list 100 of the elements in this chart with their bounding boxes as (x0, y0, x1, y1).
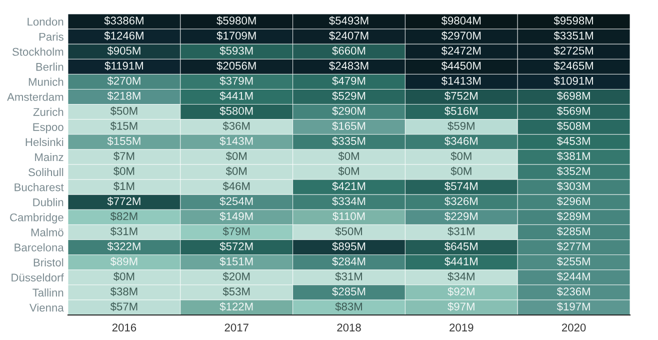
data-label: $270M (107, 76, 140, 86)
data-label: $574M (444, 182, 478, 191)
data-label: $2483M (329, 61, 368, 70)
y-tick-label: Munich (28, 78, 64, 86)
data-label: $0M (450, 152, 472, 161)
data-label: $34M (448, 272, 474, 282)
y-tick-label: London (28, 18, 64, 26)
data-label: $479M (332, 76, 366, 86)
y-tick-label: Dublin (33, 198, 64, 206)
data-label: $79M (222, 226, 250, 236)
y-tick-label: Zurich (33, 108, 64, 116)
data-label: $645M (444, 242, 478, 251)
data-label: $9804M (441, 16, 481, 26)
data-label: $31M (335, 272, 362, 282)
data-label: $453M (556, 136, 590, 146)
y-tick-label: Solihull (28, 168, 64, 176)
data-label: $165M (332, 122, 366, 131)
data-label: $303M (556, 182, 590, 191)
data-label: $59M (448, 122, 474, 131)
data-label: $441M (444, 256, 478, 266)
data-label: $2970M (441, 31, 481, 40)
data-label: $569M (556, 106, 590, 116)
y-tick-label: Helsinki (26, 138, 64, 146)
data-label: $3351M (554, 31, 593, 40)
y-tick-label: Malmö (31, 228, 64, 236)
data-label: $2056M (216, 61, 256, 70)
data-label: $0M (226, 152, 246, 161)
data-label: $0M (338, 166, 359, 176)
x-tick-label: 2017 (224, 324, 248, 332)
data-label: $284M (332, 256, 366, 266)
data-label: $698M (556, 91, 590, 100)
data-label: $20M (222, 272, 250, 282)
data-label: $580M (220, 106, 253, 116)
data-label: $0M (450, 166, 472, 176)
y-tick-label: Bristol (34, 258, 64, 266)
x-tick-label: 2020 (562, 324, 586, 332)
x-tick-label: 2019 (450, 324, 474, 332)
data-label: $236M (556, 287, 590, 296)
data-label: $36M (222, 122, 250, 131)
y-tick-label: Espoo (33, 123, 64, 134)
data-label: $2472M (441, 46, 481, 56)
y-tick-label: Tallinn (32, 288, 64, 297)
data-label: $285M (332, 287, 366, 296)
data-label: $97M (448, 302, 474, 312)
data-label: $326M (444, 196, 478, 206)
data-label: $905M (107, 46, 140, 56)
data-label: $334M (332, 196, 366, 206)
data-label: $155M (107, 136, 140, 146)
data-label: $2465M (554, 61, 593, 70)
data-label: $296M (556, 196, 590, 206)
data-label: $82M (110, 212, 138, 221)
data-label: $508M (556, 122, 590, 131)
data-label: $7M (114, 152, 134, 161)
y-tick-label: Bucharest (14, 183, 64, 192)
data-label: $572M (220, 242, 253, 251)
data-label: $379M (220, 76, 253, 86)
data-label: $421M (332, 182, 366, 191)
data-label: $322M (107, 242, 140, 251)
data-label: $1709M (216, 31, 256, 40)
data-label: $1091M (554, 76, 593, 86)
data-label: $244M (556, 272, 590, 282)
data-label: $83M (335, 302, 362, 312)
x-tick-label: 2018 (337, 324, 361, 332)
data-label: $3386M (104, 16, 144, 26)
data-label: $1191M (104, 61, 143, 70)
data-label: $38M (110, 287, 138, 296)
data-label: $346M (444, 136, 478, 146)
data-label: $197M (556, 302, 590, 312)
y-tick-label: Vienna (29, 303, 64, 312)
data-label: $895M (332, 242, 366, 251)
y-tick-label: Düsseldorf (12, 273, 64, 282)
data-label: $660M (332, 46, 366, 56)
data-label: $50M (335, 226, 362, 236)
data-label: $0M (114, 166, 134, 176)
data-label: $352M (556, 166, 590, 176)
data-label: $89M (110, 256, 138, 266)
data-label: $772M (107, 196, 140, 206)
data-label: $277M (556, 242, 590, 251)
data-label: $143M (220, 136, 253, 146)
data-label: $0M (226, 166, 246, 176)
data-label: $122M (220, 302, 253, 312)
data-label: $2725M (554, 46, 593, 56)
data-label: $15M (110, 122, 138, 131)
y-tick-label: Barcelona (14, 243, 64, 252)
data-label: $53M (222, 287, 250, 296)
y-tick-label: Stockholm (12, 48, 64, 56)
data-label: $255M (556, 256, 590, 266)
y-tick-label: Berlin (36, 62, 64, 71)
data-label: $441M (220, 91, 253, 100)
data-label: $0M (114, 272, 134, 282)
y-tick-label: Cambridge (10, 213, 64, 224)
x-tick-label: 2016 (112, 324, 136, 332)
data-label: $218M (107, 91, 140, 100)
data-label: $5980M (216, 16, 256, 26)
data-label: $593M (220, 46, 253, 56)
data-label: $381M (556, 152, 590, 161)
data-label: $1246M (104, 31, 144, 40)
data-label: $229M (444, 212, 478, 221)
data-label: $110M (332, 212, 365, 221)
data-label: $0M (338, 152, 359, 161)
